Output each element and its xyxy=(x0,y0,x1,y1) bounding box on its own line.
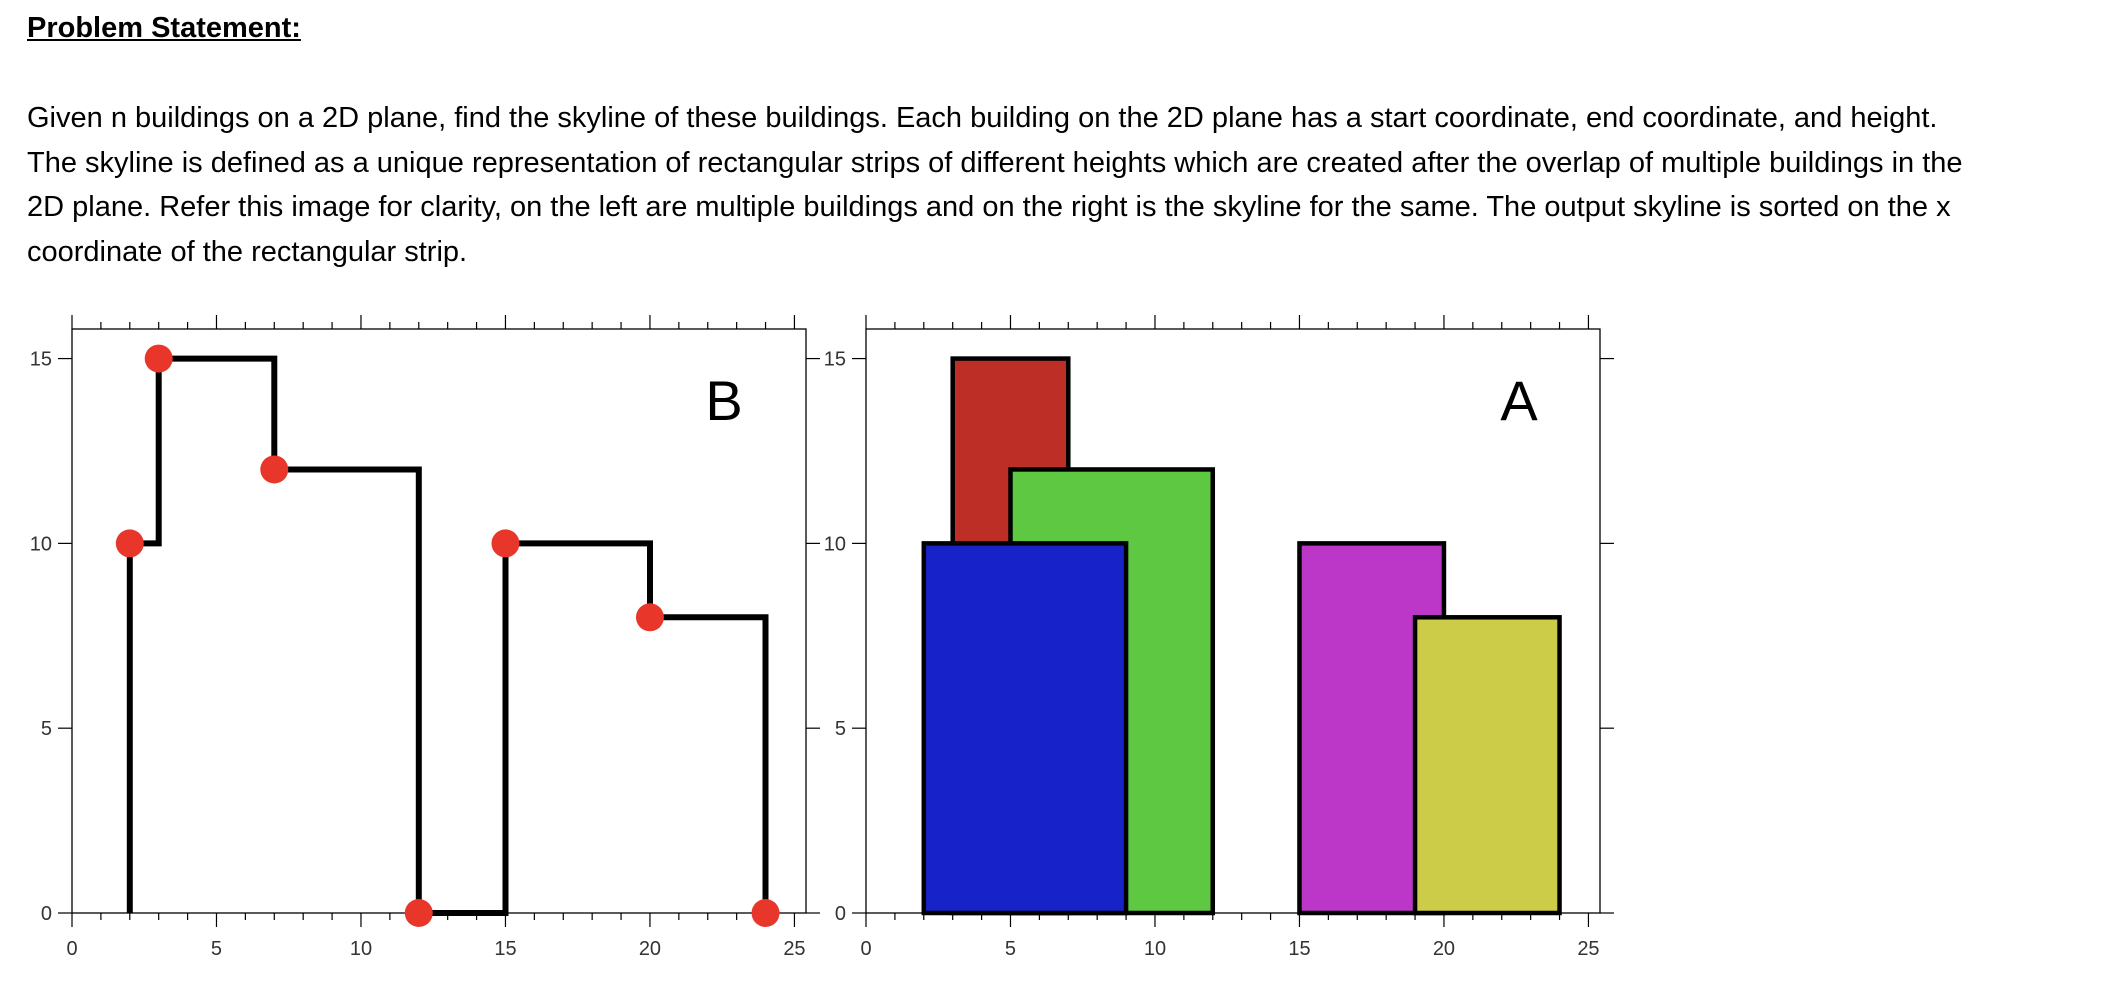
x-tick-label: 5 xyxy=(211,938,222,960)
plot-frame xyxy=(865,328,1601,914)
x-tick-label: 10 xyxy=(1144,938,1166,960)
x-tick-label: 20 xyxy=(639,938,661,960)
x-tick-label: 10 xyxy=(350,938,372,960)
y-tick-label: 15 xyxy=(824,349,846,371)
y-tick-label: 15 xyxy=(30,349,52,371)
paragraph-line: coordinate of the rectangular strip. xyxy=(27,235,468,268)
y-tick-label: 5 xyxy=(835,718,846,740)
x-tick-label: 25 xyxy=(1577,938,1599,960)
x-tick-label: 15 xyxy=(1288,938,1310,960)
chart-panel-b: 0 5 10 15 20 25 0 5 10 15 B xyxy=(30,315,820,960)
x-tick-label: 0 xyxy=(66,938,77,960)
paragraph-line: The skyline is defined as a unique repre… xyxy=(27,146,1963,179)
paragraph-line: 2D plane. Refer this image for clarity, … xyxy=(27,191,1951,223)
y-tick-label: 5 xyxy=(41,718,52,740)
paragraph-line: Given n buildings on a 2D plane, find th… xyxy=(27,102,1938,134)
y-tick-label: 0 xyxy=(41,903,52,925)
skyline-line xyxy=(126,355,769,916)
plot-frame xyxy=(71,328,807,914)
key-point xyxy=(404,899,433,927)
y-tick-label: 10 xyxy=(824,533,846,555)
key-point xyxy=(751,899,780,927)
problem-paragraph: Given n buildings on a 2D plane, find th… xyxy=(27,96,2112,274)
x-tick-label: 0 xyxy=(860,938,871,960)
chart-panel-a: 0 5 10 15 20 25 0 5 10 15 A xyxy=(824,315,1614,960)
y-tick-label: 0 xyxy=(835,903,846,925)
x-tick-label: 5 xyxy=(1005,938,1016,960)
building-rect xyxy=(1412,615,1562,916)
key-point xyxy=(635,603,664,632)
key-point xyxy=(115,529,144,558)
building-rect xyxy=(921,541,1129,916)
x-tick-label: 20 xyxy=(1433,938,1455,960)
panel-letter: B xyxy=(705,369,742,432)
problem-heading: Problem Statement: xyxy=(27,12,301,44)
y-tick-label: 10 xyxy=(30,533,52,555)
key-point xyxy=(144,344,173,373)
x-tick-label: 25 xyxy=(783,938,805,960)
key-point xyxy=(491,529,520,558)
key-point xyxy=(260,455,289,484)
x-tick-label: 15 xyxy=(494,938,516,960)
panel-letter: A xyxy=(1500,369,1538,432)
